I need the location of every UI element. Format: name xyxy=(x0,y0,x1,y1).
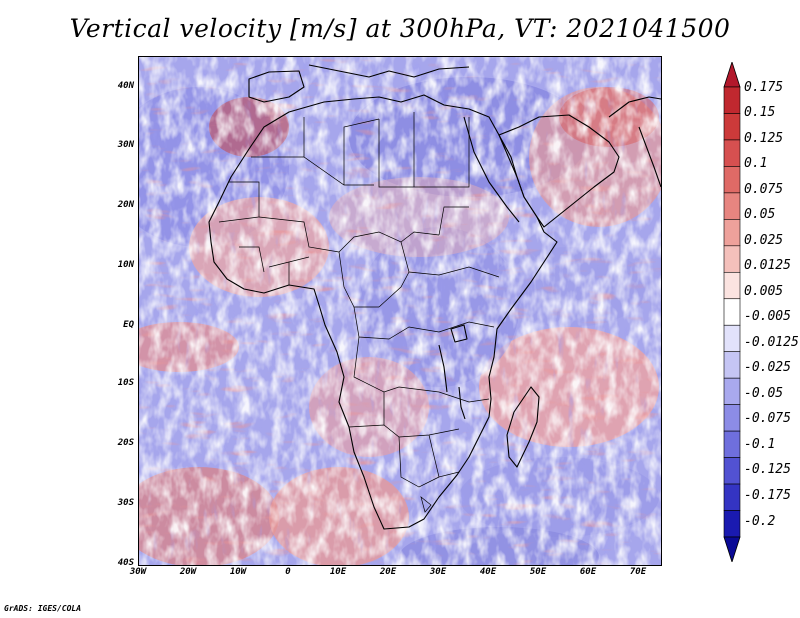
lat-label: 10N xyxy=(117,260,134,270)
mediterranean-north xyxy=(308,64,470,78)
colorbar-max-arrow xyxy=(723,62,741,88)
colorbar-label: -0.05 xyxy=(744,386,784,401)
lake-malawi xyxy=(458,386,466,420)
colorbar-label: 0.125 xyxy=(744,131,784,146)
map-panel xyxy=(138,56,662,566)
colorbar-label: -0.025 xyxy=(744,360,791,375)
lat-label: 30N xyxy=(117,140,134,150)
credit-text: GrADS: IGES/COLA xyxy=(4,604,82,613)
colorbar-segment xyxy=(723,483,741,511)
lon-label: 30E xyxy=(429,567,447,577)
madagascar-coastline xyxy=(506,386,540,468)
lat-label: 40S xyxy=(117,558,134,568)
colorbar-segment xyxy=(723,139,741,167)
colorbar-segment xyxy=(723,404,741,432)
lon-label: 50E xyxy=(529,567,547,577)
lat-label: 30S xyxy=(117,498,134,508)
lon-label: 70E xyxy=(629,567,647,577)
india-coast xyxy=(638,126,661,188)
lon-label: 10E xyxy=(329,567,347,577)
colorbar-segment xyxy=(723,166,741,194)
colorbar-segment xyxy=(723,377,741,405)
field-white-contours xyxy=(139,57,661,565)
colorbar-label: 0.15 xyxy=(744,105,776,120)
lat-label: EQ xyxy=(123,320,134,330)
colorbar-label: -0.0125 xyxy=(744,335,799,350)
lat-label: 10S xyxy=(117,378,134,388)
lon-label: 20W xyxy=(179,567,197,577)
lon-label: 60E xyxy=(579,567,597,577)
colorbar-label: -0.125 xyxy=(744,462,791,477)
persian-gulf xyxy=(608,96,661,118)
colorbar-label: 0.075 xyxy=(744,182,784,197)
lon-label: 20E xyxy=(379,567,397,577)
colorbar-segment xyxy=(723,430,741,458)
colorbar-segment xyxy=(723,271,741,300)
colorbar-label: -0.075 xyxy=(744,411,791,426)
colorbar-segment xyxy=(723,324,741,353)
colorbar-min-arrow xyxy=(723,536,741,562)
arabian-coastline xyxy=(498,114,620,228)
colorbar-segment xyxy=(723,245,741,273)
colorbar-segment xyxy=(723,298,741,326)
colorbar-segment xyxy=(723,219,741,247)
lat-label: 40N xyxy=(117,81,134,91)
colorbar-segment xyxy=(723,510,741,538)
lake-victoria xyxy=(450,324,468,343)
lon-label: 30W xyxy=(129,567,147,577)
country-borders xyxy=(218,112,500,513)
colorbar-label: -0.2 xyxy=(744,514,776,529)
lon-label: 0 xyxy=(285,567,291,577)
lon-label: 40E xyxy=(479,567,497,577)
lon-label: 10W xyxy=(229,567,247,577)
colorbar-label: 0.05 xyxy=(744,207,776,222)
colorbar-segment xyxy=(723,457,741,485)
colorbar-label: 0.175 xyxy=(744,80,784,95)
africa-coastline xyxy=(208,94,558,530)
coastlines xyxy=(208,64,661,530)
colorbar-label: -0.005 xyxy=(744,309,791,324)
colorbar-label: 0.025 xyxy=(744,233,784,248)
colorbar-label: -0.1 xyxy=(744,437,776,452)
colorbar-segment xyxy=(723,113,741,141)
iberia-coastline xyxy=(248,70,305,103)
lat-label: 20S xyxy=(117,438,134,448)
colorbar-segment xyxy=(723,351,741,379)
colorbar-segment xyxy=(723,192,741,220)
colorbar-label: 0.005 xyxy=(744,284,784,299)
lat-label: 20N xyxy=(117,200,134,210)
colorbar-segment xyxy=(723,86,741,114)
chart-title: Vertical velocity [m/s] at 300hPa, VT: 2… xyxy=(69,14,731,43)
colorbar xyxy=(723,62,741,562)
colorbar-label: 0.1 xyxy=(744,156,768,171)
colorbar-label: -0.175 xyxy=(744,488,791,503)
lake-tanganyika xyxy=(438,344,448,393)
vertical-velocity-field xyxy=(139,57,661,565)
colorbar-label: 0.0125 xyxy=(744,258,791,273)
red-sea xyxy=(463,116,520,223)
